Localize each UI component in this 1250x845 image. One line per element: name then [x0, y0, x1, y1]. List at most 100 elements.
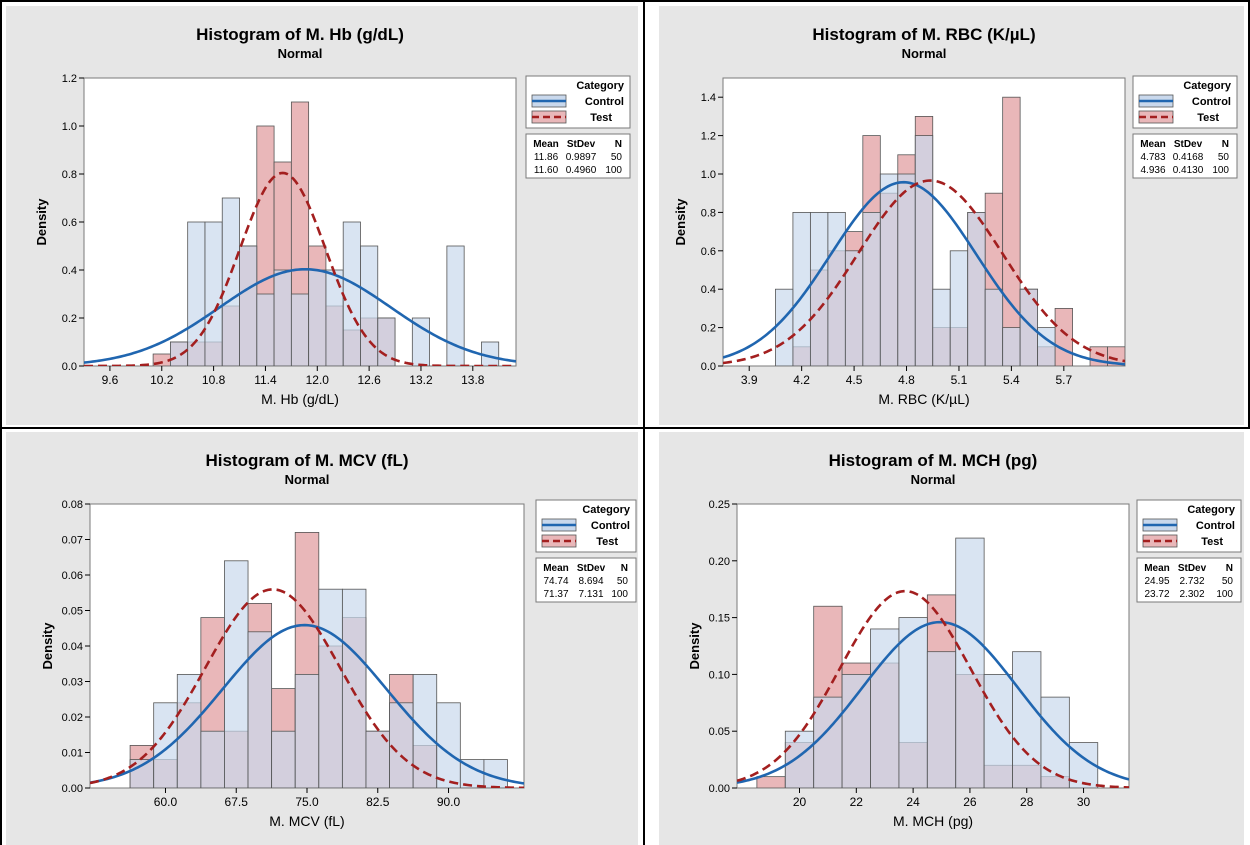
x-axis-label: M. MCV (fL) [269, 813, 344, 829]
stats-cell: 100 [611, 589, 628, 600]
x-tick-label: 12.6 [357, 373, 381, 387]
y-tick-label: 0.10 [709, 669, 730, 681]
stats-box [525, 133, 631, 179]
stats-header: Mean [533, 139, 559, 150]
stats-cell: 50 [611, 152, 623, 163]
x-tick-label: 13.2 [409, 373, 433, 387]
stats-header: Mean [1144, 563, 1170, 574]
y-tick-label: 0.02 [62, 712, 83, 724]
y-tick-label: 0.03 [62, 677, 83, 689]
histogram-bar [176, 673, 202, 788]
legend-test-label: Test [590, 112, 612, 124]
y-axis-label: Density [40, 622, 55, 670]
legend-test-label: Test [1201, 536, 1223, 548]
x-tick-label: 5.4 [1003, 373, 1020, 387]
stats-cell: 100 [1212, 165, 1229, 176]
stats-cell: 0.4130 [1173, 165, 1204, 176]
histogram-bar [294, 673, 320, 788]
legend-title: Category [576, 80, 625, 92]
histogram-bar [239, 245, 258, 366]
stats-cell: 100 [1216, 589, 1233, 600]
histogram-bar [756, 776, 786, 788]
x-tick-label: 10.8 [202, 373, 226, 387]
y-tick-label: 0.4 [701, 284, 716, 296]
stats-box [535, 557, 637, 603]
legend-control-label: Control [1192, 96, 1231, 108]
y-axis-label: Density [34, 198, 49, 246]
legend-control-label: Control [585, 96, 624, 108]
x-tick-label: 67.5 [225, 795, 249, 809]
stats-cell: 50 [1222, 576, 1234, 587]
histogram-bar [318, 588, 343, 788]
chart-svg: Histogram of M. Hb (g/dL) Normal 9.6 10.2 10… [34, 25, 631, 407]
histogram-bar [169, 341, 189, 366]
test-fit-curve [84, 171, 516, 366]
stats-box [1136, 557, 1242, 603]
histogram-bar [1054, 307, 1073, 366]
stats-table: Mean StDev N 74.74 8.694 50 71.37 7.131 100 [535, 557, 637, 603]
histogram-bar [221, 197, 240, 366]
chart-title: Histogram of M. MCH (pg) [829, 451, 1038, 470]
stats-cell: 23.72 [1144, 589, 1169, 600]
x-tick-label: 3.9 [741, 373, 758, 387]
chart-subtitle: Normal [902, 46, 947, 61]
stats-header: StDev [1178, 563, 1207, 574]
x-tick-label: 4.5 [846, 373, 863, 387]
legend-test-label: Test [1197, 112, 1219, 124]
y-tick-label: 0.4 [62, 265, 77, 277]
y-tick-label: 0.2 [62, 313, 77, 325]
histogram-bar [898, 617, 928, 788]
histogram-bar [153, 702, 178, 788]
histogram-bar [271, 730, 296, 788]
y-tick-label: 1.2 [701, 131, 716, 143]
histogram-bar [870, 628, 900, 788]
y-tick-label: 1.0 [62, 121, 77, 133]
y-tick-label: 0.04 [62, 641, 83, 653]
histogram-bar [1002, 327, 1021, 366]
y-tick-label: 0.8 [701, 207, 716, 219]
histogram-bar [360, 245, 379, 366]
histogram-bar [411, 317, 431, 366]
x-tick-label: 90.0 [437, 795, 461, 809]
histogram-bar [341, 588, 367, 788]
stats-header: StDev [577, 563, 606, 574]
y-tick-label: 0.15 [709, 613, 730, 625]
panel-mcv-histogram: Histogram of M. MCV (fL) Normal 60.0 67.5 75… [6, 432, 638, 845]
left-border [0, 0, 2, 845]
histogram-bar [862, 211, 881, 366]
x-axis-label: M. RBC (K/µL) [878, 391, 969, 407]
histogram-bar [187, 221, 206, 366]
stats-cell: 11.86 [534, 152, 559, 163]
x-tick-label: 11.4 [254, 373, 277, 387]
x-tick-label: 4.8 [898, 373, 915, 387]
stats-cell: 71.37 [543, 589, 568, 600]
x-tick-label: 9.6 [102, 373, 119, 387]
stats-cell: 74.74 [543, 576, 568, 587]
stats-cell: 7.131 [578, 589, 603, 600]
histogram-bar [775, 288, 794, 366]
stats-cell: 2.302 [1179, 589, 1204, 600]
panel-hb-histogram: Histogram of M. Hb (g/dL) Normal 9.6 10.2 10… [6, 6, 638, 425]
stats-header: StDev [1174, 139, 1203, 150]
x-tick-label: 28 [1020, 795, 1034, 809]
test-fit-curve [90, 588, 524, 788]
stats-cell: 100 [605, 165, 622, 176]
histogram-bar [784, 730, 815, 788]
stats-cell: 4.783 [1140, 152, 1165, 163]
stats-cell: 50 [1218, 152, 1230, 163]
histogram-bar [247, 631, 273, 788]
stats-table: Mean StDev N 4.783 0.4168 50 4.936 0.4130 100 [1132, 133, 1238, 179]
histogram-bar [984, 288, 1004, 366]
legend: Category Control Test [1136, 499, 1242, 553]
x-tick-label: 13.8 [461, 373, 485, 387]
chart-subtitle: Normal [285, 472, 330, 487]
stats-cell: 2.732 [1179, 576, 1204, 587]
histogram-bar [200, 730, 225, 788]
histogram-bar [1107, 346, 1125, 366]
x-tick-label: 26 [963, 795, 977, 809]
x-tick-label: 30 [1077, 795, 1091, 809]
stats-cell: 24.95 [1144, 576, 1169, 587]
histogram-bar [844, 250, 864, 366]
stats-cell: 0.9897 [566, 152, 597, 163]
